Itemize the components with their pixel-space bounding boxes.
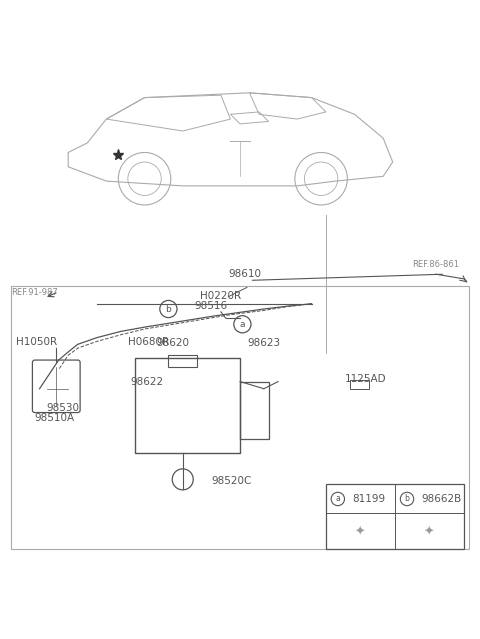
Bar xyxy=(350,380,369,389)
Text: b: b xyxy=(405,495,409,504)
Text: 98662B: 98662B xyxy=(421,494,462,504)
Text: H0220R: H0220R xyxy=(200,291,241,302)
Text: 1125AD: 1125AD xyxy=(345,374,386,384)
Text: 98530: 98530 xyxy=(47,403,80,413)
Text: 98520C: 98520C xyxy=(211,476,252,486)
Bar xyxy=(240,381,269,439)
Text: 98516: 98516 xyxy=(195,302,228,311)
Bar xyxy=(11,286,469,548)
Text: b: b xyxy=(166,305,171,314)
Text: 98623: 98623 xyxy=(247,338,280,348)
Bar xyxy=(168,355,197,367)
Text: 98610: 98610 xyxy=(228,270,261,279)
Text: a: a xyxy=(240,320,245,329)
Text: 81199: 81199 xyxy=(352,494,385,504)
Text: a: a xyxy=(336,495,340,504)
Text: 98622: 98622 xyxy=(130,376,163,387)
Text: ✦: ✦ xyxy=(354,526,364,539)
Text: ✦: ✦ xyxy=(423,526,434,539)
Bar xyxy=(326,484,464,548)
Text: 98620: 98620 xyxy=(156,338,190,348)
Text: REF.91-987: REF.91-987 xyxy=(11,288,58,296)
Text: 98510A: 98510A xyxy=(35,413,75,422)
Text: REF.86-861: REF.86-861 xyxy=(412,260,459,270)
Text: H0680R: H0680R xyxy=(128,337,169,347)
Bar xyxy=(135,358,240,453)
Text: H1050R: H1050R xyxy=(16,337,57,347)
